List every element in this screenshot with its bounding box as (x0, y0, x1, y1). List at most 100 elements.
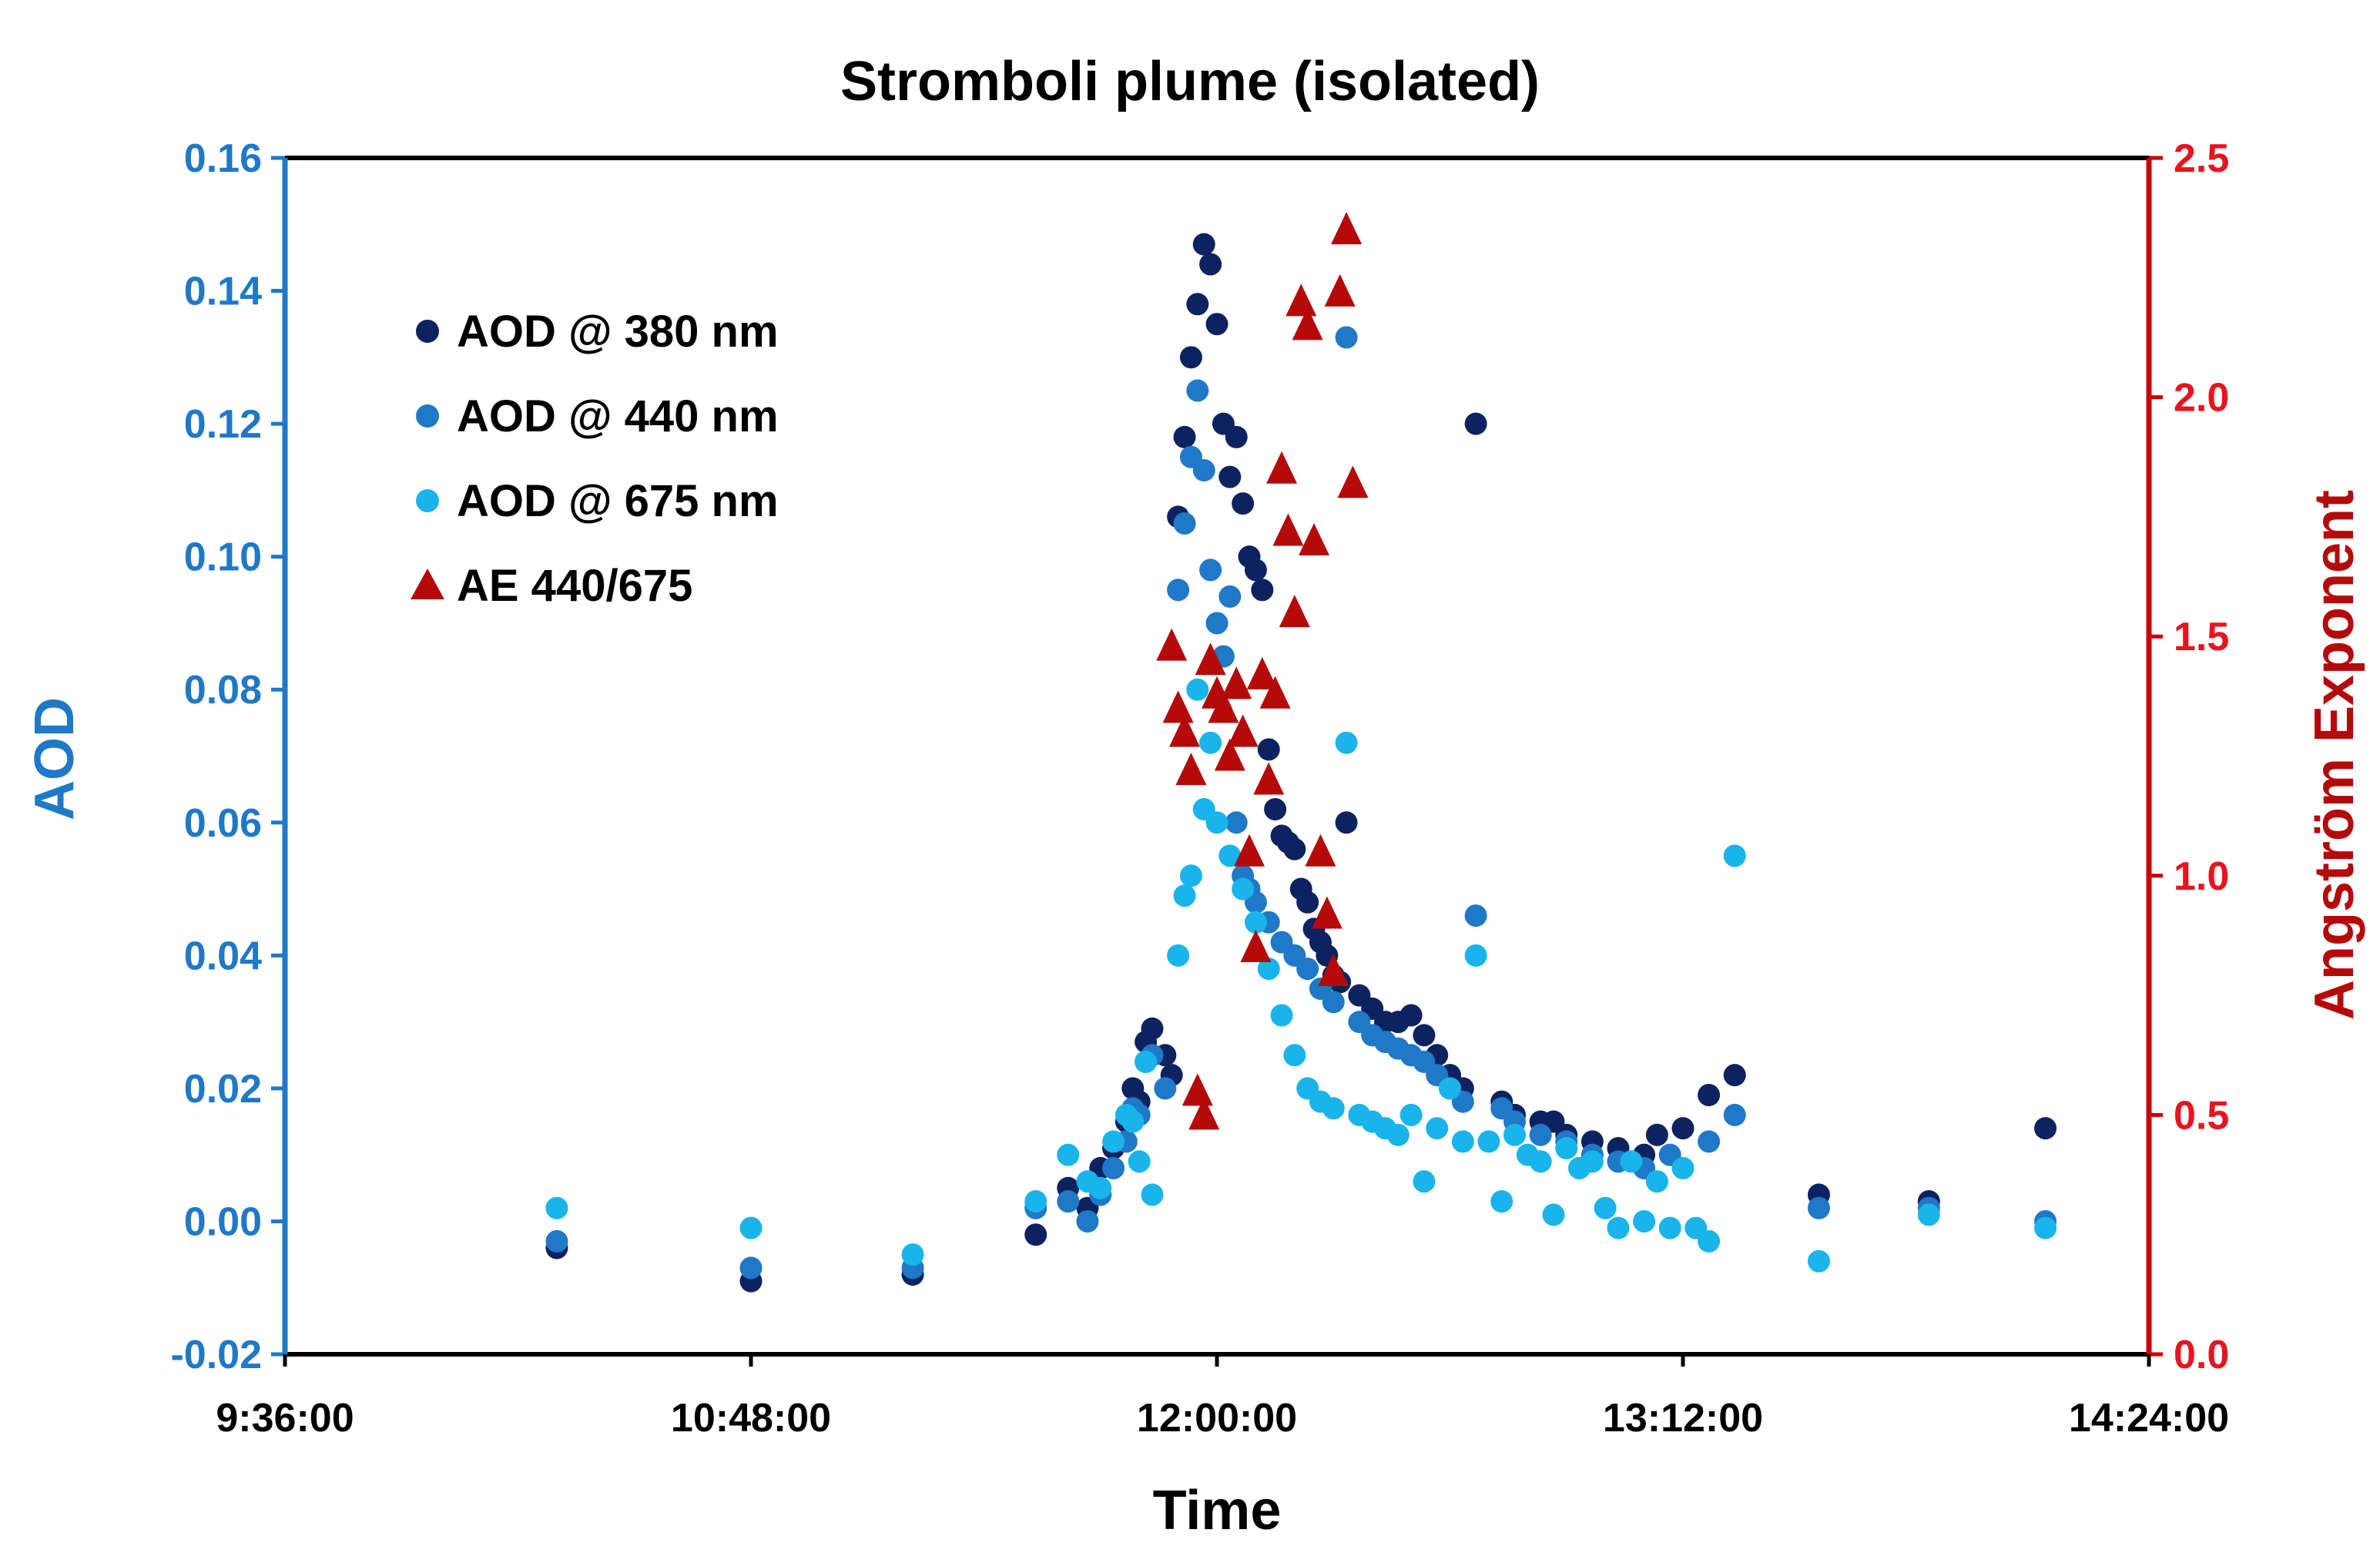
left-axis-ticks: -0.02 0.00 0.02 0.04 0.06 0.08 0.10 0.12 0.14 0.1… (170, 136, 285, 1377)
left-tick-label: -0.02 (170, 1333, 262, 1377)
data-point-aod675 (1179, 864, 1202, 887)
x-axis-ticks: 9:36:00 10:48:00 12:00:00 13:12:00 14:24:00 (216, 1354, 2229, 1441)
data-point-aod675 (1186, 678, 1209, 701)
plot-series (545, 212, 2057, 1293)
data-point-ae (1292, 307, 1323, 340)
data-point-aod380 (1199, 253, 1222, 276)
data-point-ae (1259, 676, 1291, 709)
data-point-aod675 (1451, 1130, 1474, 1153)
data-point-aod675 (1542, 1203, 1565, 1226)
data-point-aod675 (545, 1196, 568, 1219)
data-point-aod440 (1296, 958, 1319, 981)
data-point-ae (1156, 628, 1188, 661)
legend-marker (416, 320, 439, 343)
left-tick-label: 0.10 (184, 535, 262, 580)
data-point-aod380 (1205, 313, 1229, 336)
data-point-ae (1162, 690, 1194, 723)
data-point-aod440 (1335, 326, 1358, 349)
x-tick-label: 9:36:00 (216, 1396, 354, 1441)
data-point-ae (1305, 834, 1336, 867)
data-point-aod675 (1671, 1156, 1694, 1179)
chart-title: Stromboli plume (isolated) (840, 51, 1540, 112)
legend-item-aod380: AOD @ 380 nm (416, 307, 779, 357)
data-point-ae (1195, 642, 1226, 676)
data-point-aod380 (1400, 1004, 1423, 1027)
data-point-aod675 (1698, 1229, 1721, 1253)
data-point-ae (1240, 929, 1272, 962)
data-point-ae (1279, 595, 1310, 628)
data-point-ae (1188, 1097, 1220, 1130)
data-point-aod675 (1400, 1103, 1423, 1126)
data-point-aod675 (1128, 1150, 1151, 1173)
data-point-ae (1175, 753, 1207, 786)
data-point-aod675 (1173, 884, 1196, 907)
data-point-ae (1311, 896, 1343, 929)
data-point-aod440 (545, 1229, 568, 1253)
legend-label: AOD @ 675 nm (457, 476, 779, 526)
data-point-aod675 (1477, 1130, 1500, 1153)
legend-item-aod440: AOD @ 440 nm (416, 391, 779, 441)
data-point-aod380 (1141, 1017, 1164, 1040)
right-tick-label: 0.0 (2174, 1333, 2229, 1377)
data-point-aod675 (1283, 1044, 1306, 1067)
data-point-aod675 (1205, 811, 1229, 834)
data-point-aod380 (1257, 738, 1280, 761)
data-point-aod440 (1218, 585, 1242, 608)
data-point-aod440 (1199, 558, 1222, 582)
data-point-aod675 (1658, 1216, 1681, 1239)
legend-label: AOD @ 440 nm (457, 391, 779, 441)
data-point-aod440 (1154, 1077, 1177, 1100)
data-point-aod440 (1205, 612, 1229, 635)
data-point-ae (1214, 738, 1245, 771)
data-point-aod675 (1057, 1143, 1080, 1166)
legend-item-aod675: AOD @ 675 nm (416, 476, 779, 526)
data-point-aod380 (1698, 1084, 1721, 1107)
legend-label: AOD @ 380 nm (457, 307, 779, 357)
legend-item-ae: AE 440/675 (411, 561, 692, 611)
data-point-ae (1266, 451, 1298, 484)
data-point-aod675 (1167, 944, 1190, 967)
data-point-ae (1221, 666, 1252, 699)
data-point-aod440 (1698, 1130, 1721, 1153)
data-point-aod440 (1464, 904, 1487, 927)
x-tick-label: 13:12:00 (1603, 1396, 1763, 1441)
right-tick-label: 1.5 (2174, 615, 2229, 659)
left-tick-label: 0.00 (184, 1199, 262, 1244)
data-point-ae (1208, 690, 1239, 723)
data-point-aod380 (1283, 837, 1306, 860)
left-tick-label: 0.14 (184, 270, 262, 314)
data-point-aod675 (739, 1216, 763, 1239)
left-tick-label: 0.12 (184, 402, 262, 447)
data-point-ae (1182, 1073, 1213, 1106)
data-point-aod675 (1807, 1249, 1830, 1273)
data-point-aod440 (1225, 811, 1248, 834)
data-point-aod440 (1167, 579, 1190, 602)
data-point-aod675 (1490, 1190, 1513, 1213)
data-point-aod440 (1807, 1196, 1830, 1219)
data-point-aod380 (1179, 346, 1202, 369)
legend-marker (416, 404, 439, 428)
legend-marker (416, 489, 439, 512)
data-point-aod675 (1645, 1170, 1668, 1193)
data-point-aod380 (1296, 891, 1319, 914)
legend-marker (411, 569, 444, 599)
data-point-aod380 (1645, 1123, 1668, 1146)
data-point-aod675 (1335, 731, 1358, 754)
data-point-aod675 (1917, 1203, 1940, 1226)
data-point-aod675 (1102, 1130, 1125, 1153)
right-tick-label: 0.5 (2174, 1093, 2229, 1138)
right-axis-label: Angström Exponent (2304, 490, 2365, 1020)
data-point-ae (1337, 465, 1369, 498)
data-point-aod675 (2034, 1216, 2057, 1239)
data-point-aod675 (1464, 944, 1487, 967)
left-tick-label: 0.16 (184, 136, 262, 181)
data-point-ae (1286, 283, 1317, 317)
left-tick-label: 0.06 (184, 801, 262, 846)
right-tick-label: 2.5 (2174, 136, 2229, 181)
x-tick-label: 10:48:00 (671, 1396, 831, 1441)
data-point-ae (1299, 522, 1330, 555)
data-point-aod675 (1529, 1150, 1552, 1173)
data-point-aod675 (1270, 1004, 1293, 1027)
data-point-aod380 (1413, 1024, 1436, 1047)
data-point-aod675 (1089, 1176, 1112, 1199)
